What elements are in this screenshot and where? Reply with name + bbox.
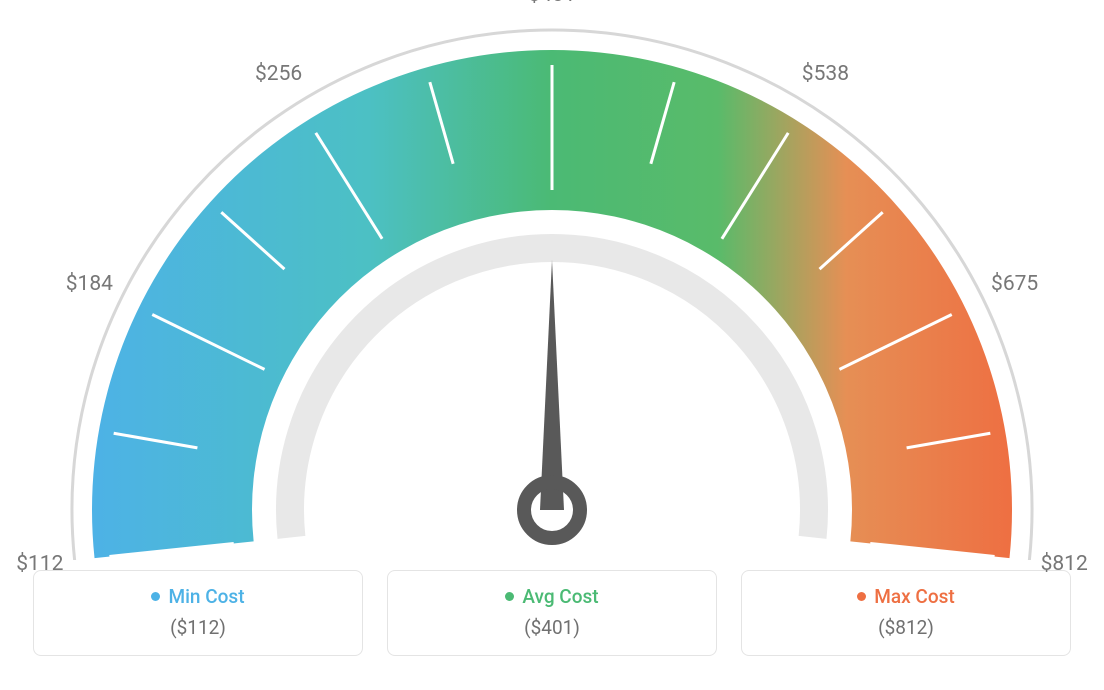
- legend-dot-max: [857, 592, 866, 601]
- legend-title-min: Min Cost: [168, 585, 244, 608]
- gauge-tick-label: $675: [991, 272, 1038, 296]
- legend-title-row: Min Cost: [44, 585, 352, 608]
- legend-value-max: ($812): [752, 616, 1060, 639]
- gauge-tick-label: $184: [66, 272, 113, 296]
- gauge-tick-label: $401: [528, 0, 575, 7]
- legend-title-max: Max Cost: [874, 585, 954, 608]
- gauge-tick-label: $538: [802, 62, 849, 86]
- legend-value-avg: ($401): [398, 616, 706, 639]
- legend-card-max: Max Cost ($812): [741, 570, 1071, 656]
- gauge-chart: $112$184$256$401$538$675$812: [0, 0, 1104, 560]
- legend-dot-min: [151, 592, 160, 601]
- gauge-tick-label: $812: [1041, 552, 1088, 576]
- gauge-tick-label: $256: [255, 62, 302, 86]
- legend-card-avg: Avg Cost ($401): [387, 570, 717, 656]
- legend-title-row: Avg Cost: [398, 585, 706, 608]
- legend-title-row: Max Cost: [752, 585, 1060, 608]
- legend-value-min: ($112): [44, 616, 352, 639]
- legend-row: Min Cost ($112) Avg Cost ($401) Max Cost…: [0, 570, 1104, 656]
- gauge-tick-label: $112: [16, 552, 63, 576]
- legend-card-min: Min Cost ($112): [33, 570, 363, 656]
- legend-title-avg: Avg Cost: [522, 585, 598, 608]
- legend-dot-avg: [505, 592, 514, 601]
- gauge-svg: [0, 0, 1104, 560]
